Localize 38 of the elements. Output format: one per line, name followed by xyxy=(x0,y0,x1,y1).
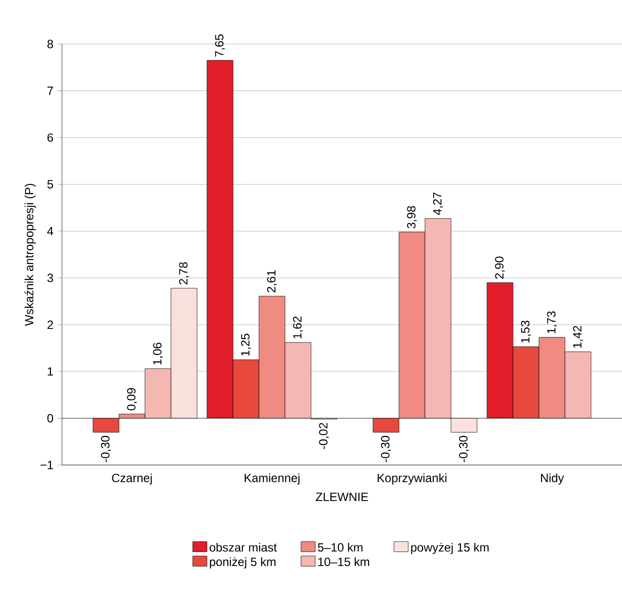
data-label: 1,25 xyxy=(241,334,251,356)
data-label: 1,06 xyxy=(153,342,163,365)
data-label: 2,61 xyxy=(267,270,277,292)
legend-label: 5–10 km xyxy=(318,542,362,552)
data-label: 2,90 xyxy=(495,256,505,279)
legend-label: powyżej 15 km xyxy=(411,542,489,554)
x-tick-label: Kamiennej xyxy=(244,473,300,485)
y-tick-label: −1 xyxy=(40,460,53,470)
legend-label: obszar miast xyxy=(210,542,277,552)
data-label: -0,30 xyxy=(459,436,469,462)
x-tick-label: Koprzywianki xyxy=(378,473,446,485)
y-tick-label: 3 xyxy=(47,274,54,282)
x-axis-title: ZLEWNIE xyxy=(316,492,368,501)
data-label: 7,65 xyxy=(215,34,225,57)
y-tick-label: 2 xyxy=(48,320,53,329)
y-tick-label: 0 xyxy=(47,414,54,422)
data-label: 2,78 xyxy=(179,262,189,284)
data-label: 0,09 xyxy=(127,388,137,410)
y-tick-label: 8 xyxy=(47,40,54,48)
y-tick-label: 7 xyxy=(48,86,53,95)
y-tick-label: 4 xyxy=(47,227,54,236)
data-label: 3,98 xyxy=(407,206,417,228)
y-tick-label: 5 xyxy=(47,180,54,188)
data-label: 1,42 xyxy=(573,326,583,348)
x-tick-label: Nidy xyxy=(541,473,564,485)
y-axis-title: Wskaźnik antropopresji (P) xyxy=(24,184,36,326)
data-label: 1,62 xyxy=(293,316,303,338)
data-label: 1,73 xyxy=(547,311,557,334)
legend-label: poniżej 5 km xyxy=(210,557,276,568)
data-label: -0,30 xyxy=(101,436,111,462)
data-label: -0,30 xyxy=(381,436,391,462)
data-label: 1,53 xyxy=(521,320,531,343)
legend-label: 10–15 km xyxy=(318,557,370,566)
y-tick-label: 1 xyxy=(48,367,53,376)
x-tick-label: Czarnej xyxy=(112,473,152,485)
data-label: 4,27 xyxy=(433,192,443,216)
data-label: -0,02 xyxy=(319,422,329,450)
y-tick-label: 6 xyxy=(48,133,54,142)
